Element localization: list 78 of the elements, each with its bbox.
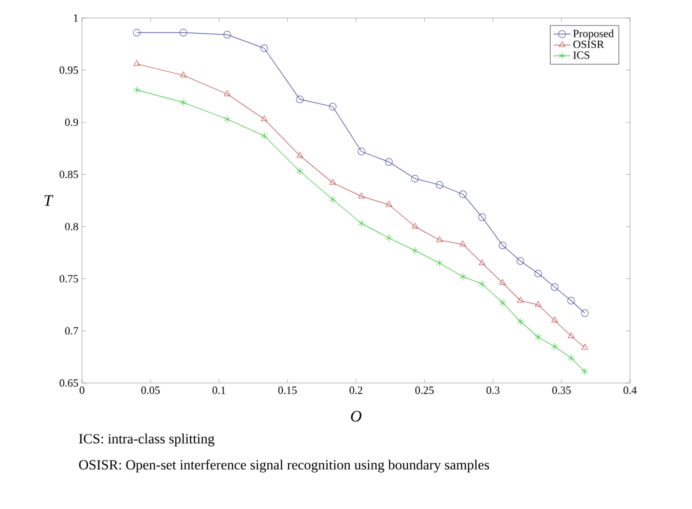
point — [534, 333, 542, 341]
point — [411, 174, 419, 182]
point — [133, 28, 141, 36]
y-tick-label: 0.95 — [60, 66, 78, 74]
y-tick-label: 0.85 — [60, 170, 78, 178]
y-tick-label: 0.9 — [65, 118, 78, 126]
point — [328, 102, 336, 110]
point — [224, 90, 231, 96]
x-tick-label: 0.35 — [552, 386, 571, 394]
point — [385, 158, 393, 166]
point — [180, 28, 188, 36]
x-tick-label: 0.05 — [141, 386, 160, 394]
point — [296, 152, 304, 158]
point — [134, 86, 140, 94]
point — [568, 332, 574, 338]
point — [459, 190, 467, 198]
point — [358, 192, 365, 198]
point — [499, 279, 506, 285]
point — [296, 96, 304, 104]
x-tick-label: 0.25 — [415, 386, 434, 394]
point — [460, 272, 466, 280]
point — [412, 246, 418, 254]
x-tick-label: 0.15 — [278, 386, 297, 394]
point — [516, 257, 524, 265]
point — [551, 316, 558, 322]
point — [582, 368, 588, 376]
point — [329, 179, 336, 185]
point — [436, 236, 443, 242]
point — [534, 301, 542, 307]
point — [386, 200, 392, 207]
point — [358, 220, 365, 228]
point — [478, 213, 486, 221]
point — [260, 132, 268, 140]
text: OSISR: Open-set interference signal recognition using boundary samples — [79, 460, 490, 472]
x-axis-title: O — [351, 410, 362, 422]
point — [224, 115, 231, 123]
point — [550, 283, 558, 291]
point — [551, 342, 558, 350]
point — [180, 98, 187, 106]
legend-label: ICS — [573, 51, 590, 59]
x-tick-label: 0 — [80, 386, 84, 394]
legend-label: OSISR — [573, 40, 604, 48]
text: ICS: intra-class splitting — [79, 434, 214, 446]
point — [499, 298, 506, 306]
point — [581, 309, 589, 317]
point — [582, 344, 588, 350]
point — [436, 259, 443, 267]
y-tick-label: 0.7 — [65, 327, 78, 335]
point — [296, 168, 304, 176]
point — [412, 222, 418, 229]
point — [534, 270, 542, 278]
y-axis-title: T — [44, 195, 54, 206]
point — [386, 234, 392, 242]
point — [223, 30, 231, 38]
x-tick-label: 0.1 — [212, 386, 226, 394]
point — [478, 280, 486, 288]
x-tick-label: 0.3 — [486, 386, 500, 394]
point — [478, 259, 486, 266]
y-tick-label: 1 — [74, 14, 78, 22]
point — [329, 196, 336, 204]
point — [436, 181, 444, 189]
legend-label: Proposed — [573, 30, 614, 40]
point — [460, 240, 466, 246]
point — [260, 115, 268, 122]
point — [260, 44, 268, 52]
point — [498, 242, 506, 250]
point — [180, 72, 187, 78]
point — [517, 318, 524, 326]
y-tick-label: 0.65 — [60, 379, 78, 387]
point — [568, 354, 574, 362]
point — [134, 60, 140, 66]
y-tick-label: 0.75 — [60, 274, 78, 282]
x-tick-label: 0.2 — [350, 386, 362, 394]
point — [517, 296, 524, 303]
x-tick-label: 0.4 — [624, 386, 637, 394]
point — [358, 148, 366, 156]
point — [567, 296, 575, 304]
y-tick-label: 0.8 — [65, 222, 78, 230]
